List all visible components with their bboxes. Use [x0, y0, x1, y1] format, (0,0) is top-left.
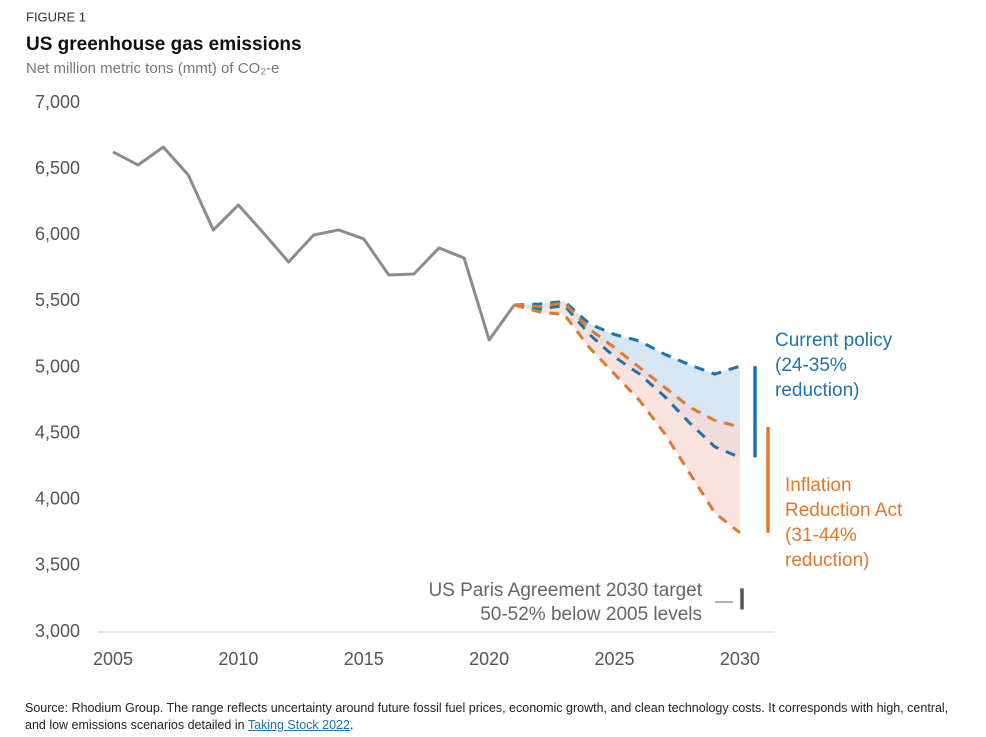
scenario-label: reduction) [785, 550, 870, 571]
y-tick-label: 6,000 [35, 224, 80, 244]
y-tick-label: 5,000 [35, 356, 80, 376]
chart: FIGURE 1 US greenhouse gas emissions Net… [0, 0, 986, 695]
y-tick-label: 6,500 [35, 158, 80, 178]
source-link[interactable]: Taking Stock 2022 [248, 718, 350, 732]
scenario-label: reduction) [775, 380, 860, 401]
chart-title: US greenhouse gas emissions [26, 34, 302, 55]
y-tick-label: 3,500 [35, 555, 80, 575]
y-tick-label: 3,000 [35, 621, 80, 641]
x-tick-label: 2020 [469, 649, 509, 669]
scenario-label: Inflation [785, 475, 852, 496]
scenario-label: (31-44% [785, 525, 857, 546]
page: FIGURE 1 US greenhouse gas emissions Net… [0, 0, 986, 737]
y-tick-label: 7,000 [35, 92, 80, 112]
y-tick-label: 4,500 [35, 422, 80, 442]
source-text: Source: Rhodium Group. The range reflect… [25, 701, 948, 732]
scenario-label: Reduction Act [785, 500, 903, 521]
x-tick-label: 2005 [93, 649, 133, 669]
scenario-label: Current policy [775, 330, 893, 351]
x-tick-label: 2025 [595, 649, 635, 669]
x-tick-label: 2010 [218, 649, 258, 669]
y-tick-label: 4,000 [35, 489, 80, 509]
source-end: . [350, 718, 353, 732]
x-tick-label: 2030 [720, 649, 760, 669]
x-tick-label: 2015 [344, 649, 384, 669]
scenario-label: (24-35% [775, 355, 847, 376]
y-tick-label: 5,500 [35, 290, 80, 310]
figure-label: FIGURE 1 [26, 9, 86, 24]
target-label: 50-52% below 2005 levels [480, 604, 702, 625]
source-note: Source: Rhodium Group. The range reflect… [25, 700, 970, 734]
chart-subtitle: Net million metric tons (mmt) of CO₂-e [26, 60, 279, 77]
target-label: US Paris Agreement 2030 target [428, 580, 702, 601]
